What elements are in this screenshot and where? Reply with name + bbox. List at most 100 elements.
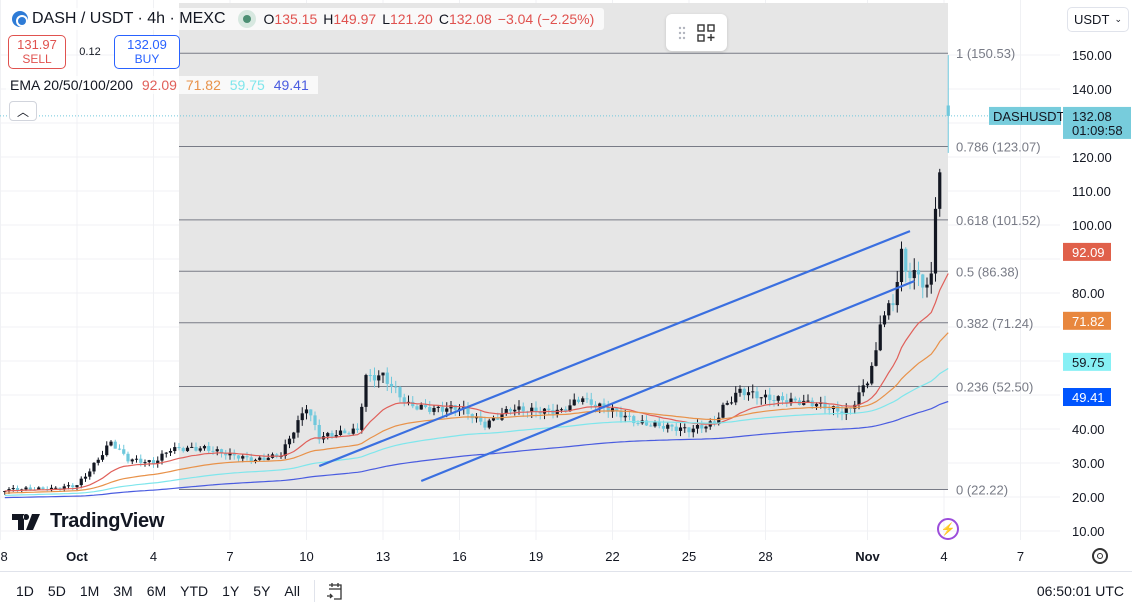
ema-price-badge-label: 49.41 <box>1072 390 1105 405</box>
candle-body <box>793 398 797 401</box>
settings-icon[interactable] <box>1092 548 1108 564</box>
range-3m[interactable]: 3M <box>113 583 133 599</box>
range-6m[interactable]: 6M <box>146 583 167 599</box>
candle-body <box>7 489 11 492</box>
candle-body <box>814 403 819 407</box>
price-axis-label: 140.00 <box>1072 82 1112 97</box>
candle-body <box>219 449 224 454</box>
candle-body <box>249 457 253 462</box>
candle-body <box>670 424 674 427</box>
candle-body <box>530 407 534 412</box>
candle-body <box>313 415 317 426</box>
candle-body <box>28 487 32 490</box>
candle-body <box>882 315 887 325</box>
currency-value: USDT <box>1074 12 1110 27</box>
candle-body <box>840 411 844 415</box>
candle-body <box>253 459 258 462</box>
candle-body <box>168 450 173 453</box>
calendar-goto-icon[interactable] <box>325 581 345 601</box>
candle-body <box>160 453 164 461</box>
candle-body <box>215 449 219 452</box>
candle-body <box>623 415 627 418</box>
symbol-title[interactable]: DASH / USDT · 4h · MEXC <box>32 10 226 27</box>
candle-body <box>428 407 432 412</box>
candle-body <box>844 407 848 415</box>
range-5d[interactable]: 5D <box>47 583 66 599</box>
candle-body <box>96 459 100 463</box>
candle-body <box>245 456 249 458</box>
range-5y[interactable]: 5Y <box>253 583 271 599</box>
candle-body <box>75 485 79 488</box>
candle-body <box>921 274 925 288</box>
high-value: 149.97 <box>333 11 377 27</box>
candle-body <box>24 487 28 490</box>
time-axis-label: 22 <box>605 549 619 564</box>
candle-body <box>411 401 415 407</box>
candle-body <box>228 452 232 456</box>
ema20-value: 92.09 <box>141 77 177 93</box>
candle-body <box>717 417 721 425</box>
ema-price-badge-label: 92.09 <box>1072 245 1105 260</box>
ema-price-badge <box>1063 242 1111 261</box>
time-axis-label: Oct <box>66 549 88 564</box>
range-1d[interactable]: 1D <box>16 583 34 599</box>
market-status-icon[interactable] <box>237 10 256 28</box>
price-axis-label: 30.00 <box>1072 456 1105 471</box>
candle-body <box>598 403 602 408</box>
candle-body <box>916 270 921 275</box>
collapse-legend-button[interactable]: ︿ <box>9 101 37 121</box>
candle-body <box>615 408 619 411</box>
tradingview-logo[interactable]: TradingView <box>12 510 164 533</box>
ema-legend[interactable]: EMA 20/50/100/200 92.09 71.82 59.75 49.4… <box>6 76 318 94</box>
price-axis-label: 150.00 <box>1072 48 1112 63</box>
candle-body <box>449 405 453 409</box>
ema-line <box>4 367 949 496</box>
candle-body <box>62 486 66 490</box>
symbol-tag-label: DASHUSDT <box>993 109 1065 124</box>
trendline <box>318 230 911 468</box>
fib-level-label: 0.5 (86.38) <box>956 264 1019 279</box>
candle-body <box>513 409 517 412</box>
range-1y[interactable]: 1Y <box>222 583 240 599</box>
open-label: O <box>263 11 275 27</box>
ema200-value: 49.41 <box>273 77 309 93</box>
buy-button[interactable]: 132.09 BUY <box>114 35 180 69</box>
drag-handle-icon[interactable] <box>678 25 686 41</box>
utc-clock[interactable]: 06:50:01 UTC <box>1036 583 1124 599</box>
range-1m[interactable]: 1M <box>79 583 100 599</box>
candle-body <box>483 421 487 428</box>
time-axis-label: 28 <box>0 549 8 564</box>
candle-body <box>156 460 160 464</box>
price-chart[interactable]: 1 (150.53) 0.786 (123.07) 0.618 (101.52) 0.… <box>0 0 1132 570</box>
current-price-value: 132.08 <box>1072 109 1112 124</box>
candle-body <box>521 406 525 412</box>
candle-body <box>806 400 810 402</box>
candle-body <box>66 485 71 487</box>
sell-button[interactable]: 131.97 SELL <box>8 35 66 69</box>
currency-select[interactable]: USDT ⌄ <box>1067 7 1129 32</box>
range-ytd[interactable]: YTD <box>180 583 209 599</box>
candle-body <box>432 407 436 412</box>
candle-body <box>644 420 649 426</box>
candle-body <box>385 372 389 384</box>
object-tree-icon[interactable] <box>697 23 715 42</box>
range-all[interactable]: All <box>284 583 300 599</box>
candle-body <box>908 271 912 279</box>
price-axis-label: 80.00 <box>1072 286 1105 301</box>
candle-body <box>729 402 734 404</box>
candle-body <box>377 375 381 381</box>
candle-body <box>177 447 181 449</box>
candle-body <box>355 428 360 430</box>
ema-price-badge <box>1063 311 1111 330</box>
candle-body <box>704 426 708 429</box>
candle-body <box>211 450 215 452</box>
lightning-icon[interactable]: ⚡ <box>937 518 959 540</box>
candle-body <box>309 409 313 416</box>
candle-body <box>827 408 831 410</box>
candle-body <box>470 414 474 419</box>
candle-body <box>100 455 105 460</box>
low-label: L <box>382 11 390 27</box>
time-axis-label: 13 <box>376 549 390 564</box>
candle-body <box>466 407 470 415</box>
candle-body <box>925 284 929 288</box>
